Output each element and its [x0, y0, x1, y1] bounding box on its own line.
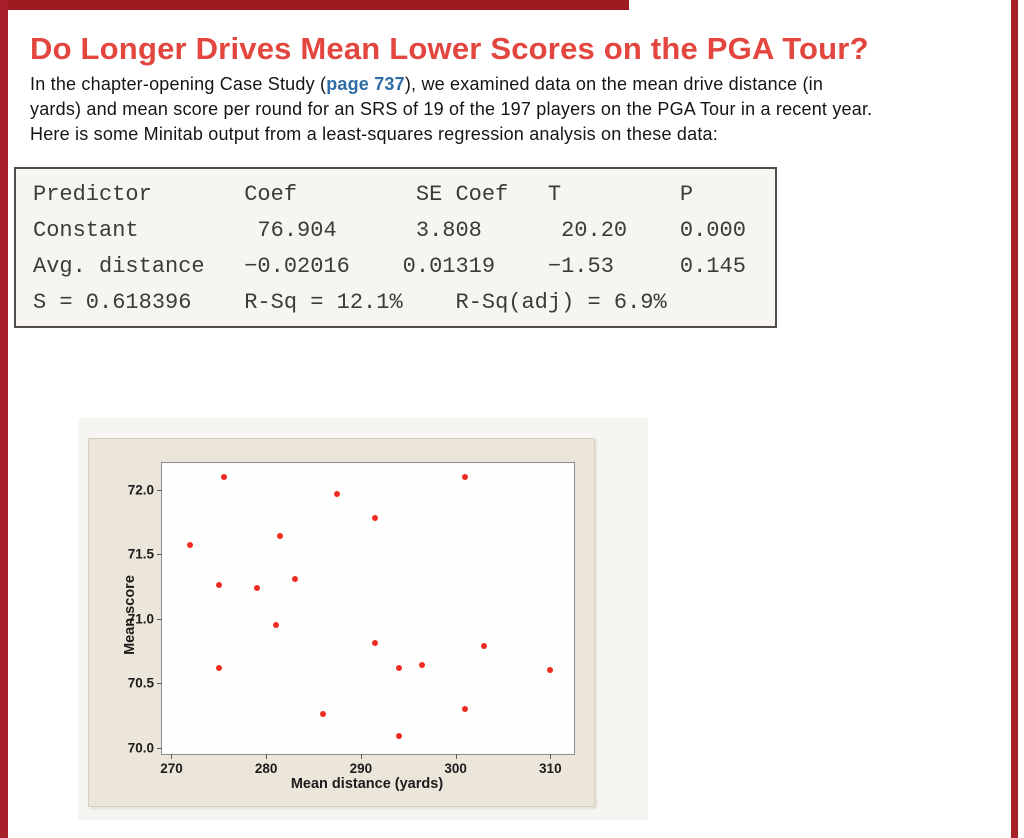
x-axis-label: Mean distance (yards) [290, 776, 444, 792]
page-title: Do Longer Drives Mean Lower Scores on th… [30, 30, 869, 66]
data-point [395, 732, 402, 739]
y-axis-label: Mean score [122, 575, 138, 655]
minitab-output-box: Predictor Coef SE Coef T P Constant 76.9… [14, 167, 777, 328]
x-axis-tick [360, 754, 362, 759]
y-axis-tick-label: 71.5 [127, 546, 154, 562]
y-axis-tick [157, 618, 162, 620]
data-point [187, 542, 194, 549]
data-point [215, 582, 222, 589]
data-point [372, 640, 379, 647]
right-page-border [1011, 0, 1018, 838]
data-point [481, 642, 488, 649]
data-point [320, 711, 326, 718]
x-axis-tick [455, 754, 457, 759]
x-axis-tick-label: 310 [539, 761, 562, 776]
data-point [419, 662, 426, 669]
data-point [462, 705, 469, 712]
plot-area: 270 280 290 300 310 70.0 70.5 71.0 71.5 72.0 [128, 462, 575, 776]
minitab-avg-distance-row: Avg. distance −0.02016 0.01319 −1.53 0.1… [33, 254, 746, 279]
data-point [372, 515, 379, 522]
y-axis-tick-label: 72.0 [127, 482, 154, 498]
data-point [395, 664, 402, 671]
y-axis-tick [157, 490, 162, 492]
y-axis-tick [157, 747, 162, 749]
data-point [334, 490, 341, 497]
intro-line-1-before: In the chapter-opening Case Study ( [30, 74, 327, 94]
minitab-summary-row: S = 0.618396 R-Sq = 12.1% R-Sq(adj) = 6.… [33, 290, 667, 315]
data-point [547, 667, 554, 674]
data-point [220, 474, 227, 481]
intro-line-3: Here is some Minitab output from a least… [30, 124, 718, 144]
data-point [253, 584, 260, 591]
y-axis-tick [157, 683, 162, 685]
minitab-constant-row: Constant 76.904 3.808 20.20 0.000 [33, 218, 746, 243]
scatterplot-panel: 270 280 290 300 310 70.0 70.5 71.0 71.5 72.0 Mean… [88, 438, 595, 807]
x-axis-tick-label: 300 [444, 761, 467, 776]
intro-line-1-after: ), we examined data on the mean drive di… [404, 74, 824, 94]
x-axis-tick [171, 754, 173, 759]
y-axis-tick-label: 70.5 [127, 675, 154, 691]
data-point [215, 664, 222, 671]
intro-paragraph: In the chapter-opening Case Study (page … [30, 72, 872, 147]
y-axis-tick-label: 71.0 [127, 611, 154, 627]
x-axis-tick [550, 754, 552, 759]
data-point [291, 575, 298, 582]
intro-line-2: yards) and mean score per round for an S… [30, 99, 873, 119]
intro-line-1: In the chapter-opening Case Study (page … [30, 72, 872, 97]
x-axis-tick [266, 754, 268, 759]
page-737-link[interactable]: page 737 [326, 74, 405, 94]
left-page-border [0, 0, 8, 838]
x-axis-tick-label: 270 [160, 761, 183, 776]
data-point [277, 533, 284, 540]
top-accent-bar [0, 0, 629, 10]
minitab-header-row: Predictor Coef SE Coef T P [33, 182, 694, 207]
y-axis-tick-label: 70.0 [127, 740, 154, 756]
data-point [272, 622, 279, 629]
data-point [462, 474, 469, 481]
y-axis-tick [157, 554, 162, 556]
x-axis-tick-label: 280 [254, 761, 278, 776]
x-axis-tick-label: 290 [349, 761, 373, 776]
